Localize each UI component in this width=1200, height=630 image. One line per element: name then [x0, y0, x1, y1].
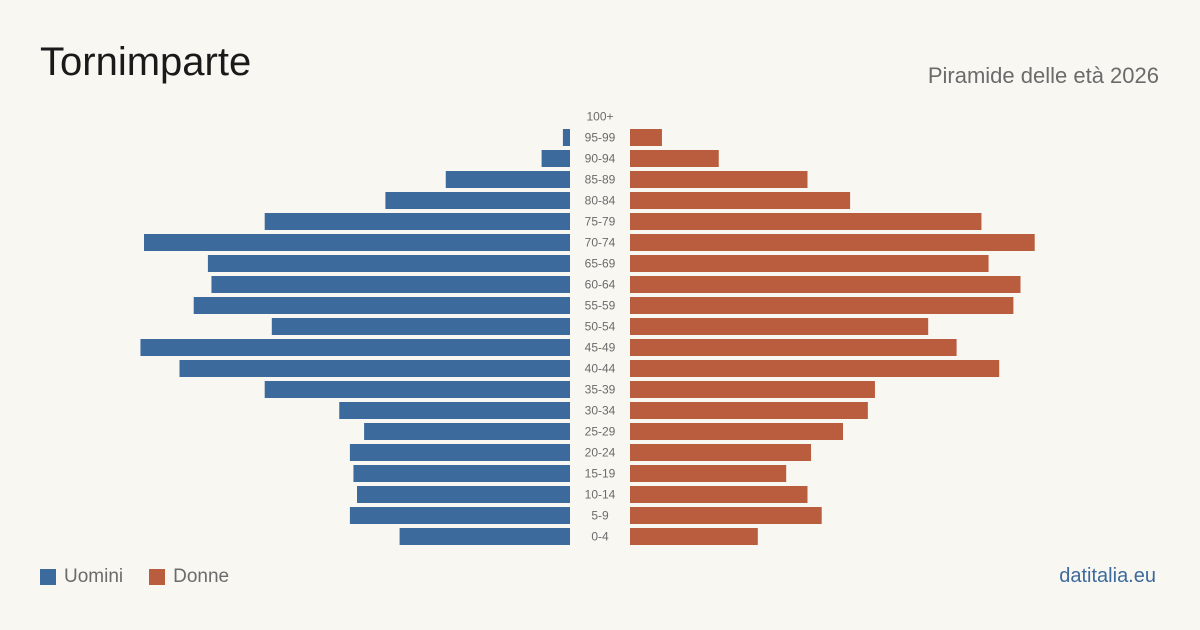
- legend: Uomini Donne: [40, 566, 255, 588]
- bar-male-50-54: [271, 318, 570, 335]
- legend-item-male: Uomini: [40, 566, 123, 588]
- bar-male-55-59: [193, 297, 570, 314]
- bar-male-85-89: [445, 171, 570, 188]
- age-label-10-14: 10-14: [585, 488, 616, 502]
- age-label-75-79: 75-79: [585, 215, 616, 229]
- age-label-90-94: 90-94: [585, 152, 616, 166]
- chart-subtitle: Piramide delle età 2026: [927, 63, 1159, 88]
- bar-male-60-64: [211, 276, 570, 293]
- age-label-85-89: 85-89: [585, 173, 616, 187]
- bar-female-5-9: [630, 507, 822, 524]
- age-label-30-34: 30-34: [585, 404, 616, 418]
- bar-male-95-99: [562, 129, 570, 146]
- bar-female-60-64: [630, 276, 1021, 293]
- legend-label-female: Donne: [173, 566, 230, 587]
- age-label-45-49: 45-49: [585, 341, 616, 355]
- bar-female-20-24: [630, 444, 812, 461]
- bar-female-10-14: [630, 486, 808, 503]
- age-label-25-29: 25-29: [585, 425, 616, 439]
- bar-female-65-69: [630, 255, 989, 272]
- bar-female-75-79: [630, 213, 982, 230]
- bar-female-90-94: [630, 150, 719, 167]
- age-label-5-9: 5-9: [591, 509, 609, 523]
- bar-female-85-89: [630, 171, 808, 188]
- age-label-70-74: 70-74: [585, 236, 616, 250]
- age-label-60-64: 60-64: [585, 278, 616, 292]
- source-link[interactable]: datitalia.eu: [1059, 565, 1156, 587]
- legend-swatch-male: [40, 569, 56, 585]
- age-label-35-39: 35-39: [585, 383, 616, 397]
- bar-female-25-29: [630, 423, 843, 440]
- age-label-55-59: 55-59: [585, 299, 616, 313]
- bar-female-35-39: [630, 381, 875, 398]
- bar-female-40-44: [630, 360, 1000, 377]
- bar-female-80-84: [630, 192, 851, 209]
- bar-male-10-14: [357, 486, 570, 503]
- bar-male-20-24: [349, 444, 570, 461]
- bar-male-75-79: [264, 213, 570, 230]
- bar-male-5-9: [349, 507, 570, 524]
- bar-female-15-19: [630, 465, 787, 482]
- legend-label-male: Uomini: [64, 566, 124, 587]
- bar-female-45-49: [630, 339, 957, 356]
- age-label-20-24: 20-24: [585, 446, 616, 460]
- age-label-80-84: 80-84: [585, 194, 616, 208]
- age-label-100+: 100+: [586, 110, 613, 124]
- bar-male-35-39: [264, 381, 570, 398]
- bar-male-70-74: [144, 234, 570, 251]
- bar-male-30-34: [339, 402, 570, 419]
- bar-male-25-29: [364, 423, 570, 440]
- bar-male-40-44: [179, 360, 570, 377]
- legend-swatch-female: [149, 569, 166, 585]
- bar-female-50-54: [630, 318, 929, 335]
- age-label-50-54: 50-54: [585, 320, 616, 334]
- age-label-15-19: 15-19: [585, 467, 616, 481]
- bar-female-95-99: [630, 129, 662, 146]
- chart-title: Tornimparte: [40, 40, 252, 84]
- bar-female-30-34: [630, 402, 868, 419]
- bar-male-80-84: [385, 192, 570, 209]
- bar-male-90-94: [541, 150, 570, 167]
- age-label-95-99: 95-99: [585, 131, 616, 145]
- bar-female-0-4: [630, 528, 758, 545]
- bar-male-15-19: [353, 465, 570, 482]
- age-label-65-69: 65-69: [585, 257, 616, 271]
- legend-item-female: Donne: [149, 566, 229, 588]
- age-label-40-44: 40-44: [585, 362, 616, 376]
- bar-male-45-49: [140, 339, 570, 356]
- bar-female-55-59: [630, 297, 1014, 314]
- bar-male-0-4: [399, 528, 570, 545]
- bar-male-65-69: [207, 255, 570, 272]
- bar-female-70-74: [630, 234, 1035, 251]
- age-label-0-4: 0-4: [591, 530, 609, 544]
